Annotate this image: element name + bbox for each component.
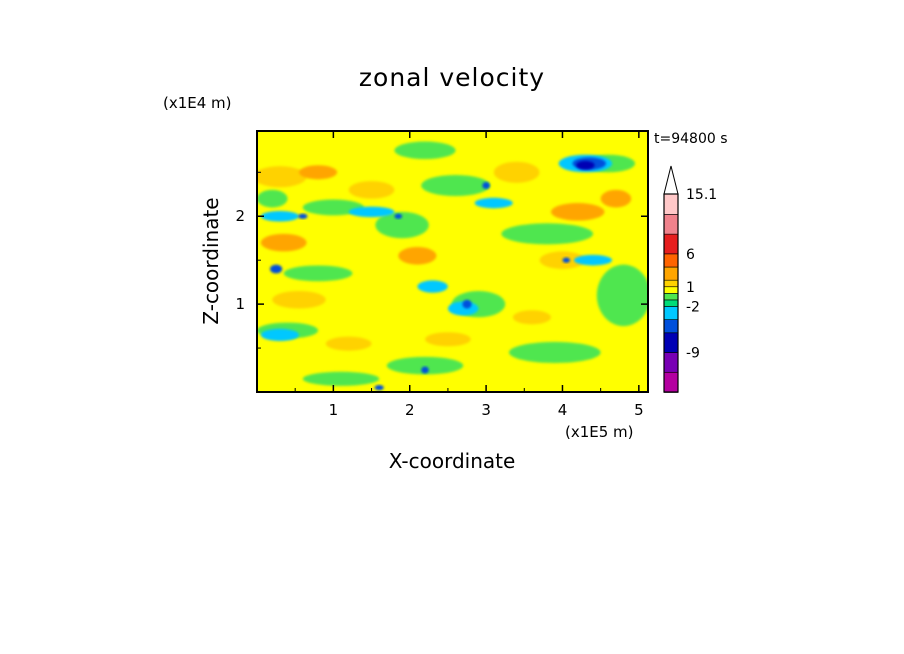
field-patch xyxy=(462,299,472,309)
chart-title: zonal velocity xyxy=(359,63,545,92)
y-tick-label: 1 xyxy=(235,295,245,313)
x-axis-label: X-coordinate xyxy=(389,449,516,473)
colorbar-swatch xyxy=(663,193,679,215)
colorbar-frame xyxy=(663,193,679,393)
field-patch xyxy=(576,160,595,170)
x-tick-label: 3 xyxy=(481,401,491,419)
field-patch xyxy=(272,290,326,309)
plot-frame xyxy=(256,130,649,393)
x-tick-label: 2 xyxy=(405,401,415,419)
colorbar-swatch xyxy=(663,233,679,255)
field-patch xyxy=(398,247,437,265)
colorbar-swatch xyxy=(663,214,679,235)
field-patch xyxy=(298,213,308,219)
x-tick-label: 4 xyxy=(558,401,568,419)
y-axis-label: Z-coordinate xyxy=(199,197,223,324)
y-axis-ticks: 12 xyxy=(235,171,648,349)
field-patch xyxy=(493,161,540,183)
field-patch xyxy=(425,332,471,347)
field-patch xyxy=(482,181,490,189)
field-patch xyxy=(394,213,403,219)
field-patches xyxy=(257,141,648,391)
y-scale-label: (x1E4 m) xyxy=(163,94,232,112)
colorbar-swatch xyxy=(663,299,679,307)
field-patch xyxy=(474,197,513,209)
field-patch xyxy=(421,174,490,197)
field-patch xyxy=(260,210,300,222)
colorbar-label: -2 xyxy=(686,299,700,315)
colorbar-label: 15.1 xyxy=(686,187,717,203)
x-tick-label: 1 xyxy=(329,401,339,419)
field-patch xyxy=(283,265,353,282)
field-patch xyxy=(260,328,300,342)
colorbar-swatch xyxy=(663,279,679,288)
field-patch xyxy=(562,257,571,263)
field-patch xyxy=(260,233,307,252)
field-patch xyxy=(348,181,395,199)
field-patch xyxy=(573,254,613,266)
colorbar-label: 1 xyxy=(686,280,695,296)
field-patch xyxy=(596,264,648,327)
field-patch xyxy=(269,264,283,274)
colorbar-swatch xyxy=(663,293,679,301)
colorbar-swatch xyxy=(663,371,679,393)
x-axis-ticks: 1 2 3 4 5 xyxy=(294,131,644,419)
y-tick-label: 2 xyxy=(235,207,245,225)
field-patch xyxy=(501,223,594,245)
colorbar-swatch xyxy=(663,286,679,294)
field-patch xyxy=(374,384,384,391)
colorbar-extend-arrow xyxy=(663,165,679,195)
colorbar-swatch xyxy=(663,352,679,373)
field-patch xyxy=(394,141,456,160)
field-patch xyxy=(417,280,448,293)
field-patch xyxy=(348,206,395,218)
x-tick-label: 5 xyxy=(634,401,644,419)
colorbar-label: -9 xyxy=(686,346,700,362)
field-patch xyxy=(509,341,601,364)
field-patch xyxy=(302,371,380,386)
field-patch xyxy=(325,336,372,351)
colorbar-swatch xyxy=(663,266,679,281)
field-patch xyxy=(386,356,464,375)
time-label: t=94800 s xyxy=(654,131,728,147)
field-patch xyxy=(600,189,632,208)
colorbar-swatch xyxy=(663,332,679,353)
colorbar-swatch xyxy=(663,306,679,320)
colorbar: 15.1 6 1 -2 -9 xyxy=(663,165,717,393)
field-patch xyxy=(421,366,429,374)
field-patch xyxy=(257,189,288,208)
x-scale-label: (x1E5 m) xyxy=(565,423,634,441)
field-patch xyxy=(512,310,552,325)
field-patch xyxy=(551,203,605,221)
field-patch xyxy=(257,166,307,188)
colorbar-swatch xyxy=(663,253,679,268)
field-patch xyxy=(302,199,364,216)
field-patch xyxy=(299,165,338,180)
field-patch xyxy=(375,211,429,239)
colorbar-label: 6 xyxy=(686,247,695,263)
colorbar-swatch xyxy=(663,319,679,334)
